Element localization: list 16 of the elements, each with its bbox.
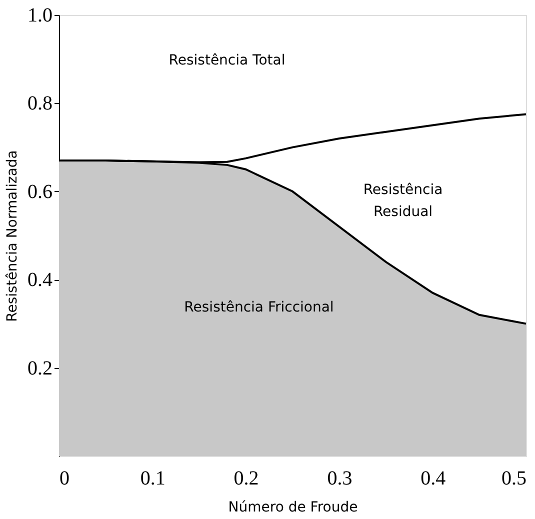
y-axis-title: Resistência Normalizada — [4, 150, 20, 322]
annotation: Resistência Total — [168, 52, 286, 69]
x-tick-label: 0.5 — [502, 468, 526, 490]
y-tick-label: 0.4 — [28, 269, 52, 292]
x-tick-label: 0.3 — [327, 468, 352, 490]
x-tick-label: 0.1 — [140, 468, 166, 490]
x-axis-title: Número de Froude — [228, 500, 358, 516]
x-tick-label: 0.2 — [234, 468, 259, 490]
y-tick-label: 0.6 — [28, 180, 52, 203]
y-tick-label: 0.2 — [28, 357, 52, 380]
y-tick-label: 0.8 — [28, 92, 52, 115]
x-tick-label: 0 — [60, 468, 70, 490]
annotation: Resistência Friccional — [184, 300, 334, 316]
annotation: Resistência Residual — [363, 182, 443, 220]
x-tick-label: 0.4 — [420, 468, 446, 490]
y-tick-label: 1.0 — [28, 4, 52, 26]
